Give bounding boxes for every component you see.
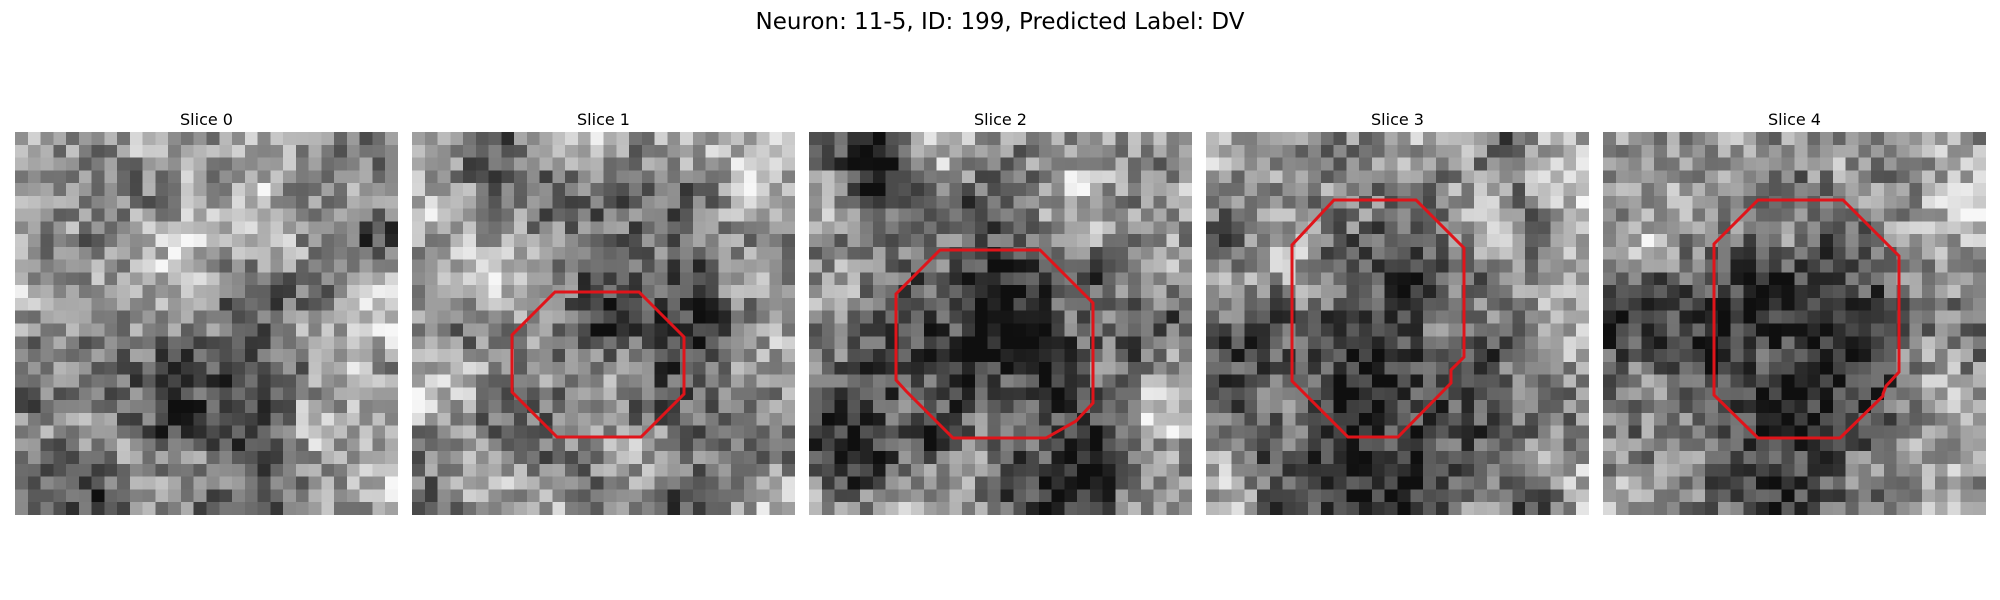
slice-panel-4: Slice 4 bbox=[1603, 109, 1986, 515]
slice-1-canvas bbox=[412, 132, 795, 515]
figure-title: Neuron: 11-5, ID: 199, Predicted Label: … bbox=[755, 9, 1245, 35]
roi-outline-4 bbox=[1712, 198, 1901, 440]
roi-outline-1 bbox=[510, 290, 686, 439]
roi-outline-3 bbox=[1290, 198, 1466, 439]
slice-3-canvas bbox=[1206, 132, 1589, 515]
slice-panel-2: Slice 2 bbox=[809, 109, 1192, 515]
slice-title-4: Slice 4 bbox=[1768, 110, 1821, 129]
slice-0-canvas bbox=[15, 132, 398, 515]
slice-image-4 bbox=[1603, 132, 1986, 515]
slice-panel-1: Slice 1 bbox=[412, 109, 795, 515]
slice-image-2 bbox=[809, 132, 1192, 515]
slice-panel-3: Slice 3 bbox=[1206, 109, 1589, 515]
slice-2-canvas bbox=[809, 132, 1192, 515]
slice-title-2: Slice 2 bbox=[974, 110, 1027, 129]
roi-outline-2 bbox=[894, 248, 1095, 440]
slice-panel-0: Slice 0 bbox=[15, 109, 398, 515]
slice-4-canvas bbox=[1603, 132, 1986, 515]
slice-image-0 bbox=[15, 132, 398, 515]
slice-title-3: Slice 3 bbox=[1371, 110, 1424, 129]
slice-title-0: Slice 0 bbox=[180, 110, 233, 129]
slice-image-1 bbox=[412, 132, 795, 515]
slice-image-3 bbox=[1206, 132, 1589, 515]
slice-title-1: Slice 1 bbox=[577, 110, 630, 129]
